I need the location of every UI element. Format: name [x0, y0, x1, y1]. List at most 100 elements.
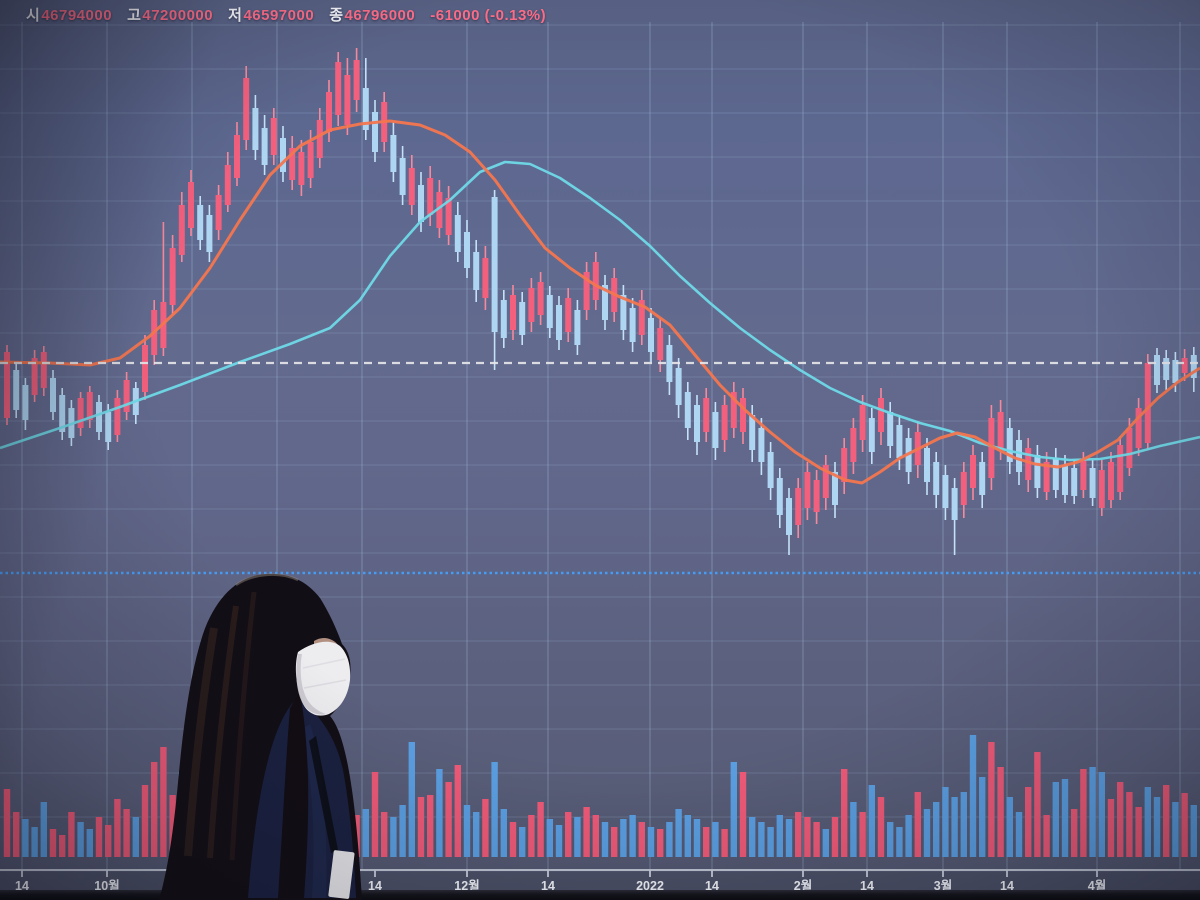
candle-body: [436, 192, 443, 228]
volume-bar: [712, 822, 719, 857]
volume-bar: [408, 742, 415, 857]
axis-tick-label: 14: [860, 879, 874, 893]
candle-body: [114, 398, 121, 435]
volume-bar: [638, 822, 645, 857]
volume-bar: [905, 815, 912, 857]
candle-body: [372, 112, 378, 152]
candle-body: [997, 412, 1004, 448]
axis-tick-label: 14: [368, 879, 382, 893]
volume-bar: [95, 817, 103, 857]
volume-bar: [997, 767, 1004, 857]
ticker-open: 시46794000: [26, 4, 112, 25]
candle-body: [1006, 428, 1013, 462]
candle-body: [243, 78, 250, 140]
face-mask-shading: [296, 654, 326, 715]
candle-body: [13, 370, 20, 410]
candle-body: [767, 452, 774, 488]
volume-bar: [86, 829, 93, 857]
volume-bar: [601, 822, 609, 857]
candle-body: [960, 472, 967, 505]
candle-body: [316, 120, 323, 158]
ticker-change: -61000 (-0.13%): [430, 7, 547, 24]
mask-fold-line: [303, 679, 347, 689]
volume-bar: [22, 819, 29, 857]
candle-body: [482, 258, 489, 298]
candle-body: [813, 480, 820, 512]
volume-bar: [620, 819, 627, 857]
candle-body: [979, 462, 986, 495]
candle-body: [86, 392, 93, 420]
volume-bar: [1098, 772, 1105, 857]
candle-body: [50, 378, 56, 412]
volume-bar: [1163, 785, 1170, 857]
volume-bar: [390, 817, 397, 857]
candle-body: [261, 128, 268, 165]
hair-highlight: [229, 591, 257, 861]
volume-bar: [979, 777, 986, 857]
candle-body: [1181, 358, 1188, 373]
volume-bar: [969, 735, 977, 857]
jacket-fold: [300, 724, 327, 898]
candle-body: [353, 60, 360, 100]
volume-bar: [169, 795, 176, 857]
candle-body: [289, 148, 296, 180]
candle-body: [1052, 458, 1059, 490]
candle-body: [721, 405, 728, 440]
candle-body: [924, 448, 930, 482]
volume-bar: [923, 809, 931, 857]
candle-body: [629, 308, 636, 342]
candle-body: [105, 412, 112, 442]
candle-body: [528, 288, 535, 322]
volume-bar: [509, 822, 517, 857]
id-badge: [328, 850, 355, 899]
volume-bar: [629, 815, 636, 857]
candle-body: [1016, 440, 1022, 472]
volume-bar: [381, 812, 388, 857]
low-label: 저: [228, 7, 243, 24]
volume-bar: [141, 785, 149, 857]
volume-bar: [795, 812, 802, 857]
candle-body: [4, 352, 10, 418]
volume-bar: [1006, 797, 1013, 857]
volume-bar: [1135, 807, 1142, 857]
candle-body: [188, 182, 194, 228]
volume-bar: [896, 827, 903, 857]
close-value: 46796000: [344, 7, 416, 24]
candle-body: [832, 472, 838, 505]
volume-bar: [436, 769, 443, 857]
volume-bar: [1153, 797, 1161, 857]
axis-tick-label: 2022: [636, 879, 664, 893]
volume-bar: [528, 815, 535, 857]
volume-bar: [877, 797, 885, 857]
candle-body: [307, 142, 314, 178]
candle-body: [546, 295, 553, 328]
candle-body: [1098, 470, 1105, 508]
volume-bar: [491, 762, 498, 857]
candle-body: [1089, 468, 1096, 498]
volume-bar: [666, 822, 673, 857]
candle-body: [749, 415, 756, 450]
volume-bar: [813, 822, 820, 857]
volume-bar: [583, 807, 590, 857]
hair-strand: [278, 692, 309, 898]
volume-bar: [1080, 769, 1087, 857]
volume-bar: [40, 802, 47, 857]
volume-bar: [1181, 793, 1188, 857]
candle-body: [1117, 445, 1124, 492]
volume-bar: [988, 742, 995, 857]
volume-bar: [454, 765, 461, 857]
candle-body: [1043, 462, 1050, 492]
candle-body: [1163, 358, 1170, 380]
candle-body: [22, 385, 29, 420]
candle-body: [537, 282, 544, 315]
candle-body: [445, 198, 452, 235]
volume-bar: [105, 825, 112, 857]
candle-body: [1190, 355, 1197, 378]
open-value: 46794000: [41, 7, 113, 24]
candle-body: [77, 398, 84, 428]
lanyard: [309, 736, 338, 853]
volume-bar: [1144, 787, 1151, 857]
volume-bar: [77, 822, 84, 857]
candle-body: [878, 398, 884, 432]
